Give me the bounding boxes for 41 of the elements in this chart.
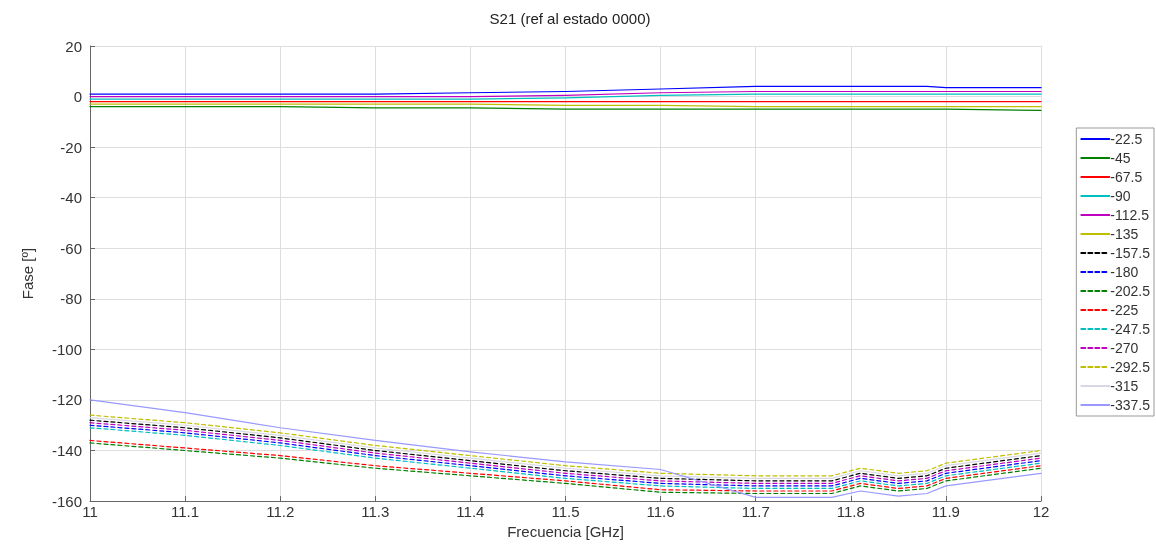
x-tick-label: 11.1	[171, 503, 200, 521]
x-tick-label: 11.5	[551, 503, 580, 521]
y-tick-label: -140	[51, 442, 82, 460]
x-tick-label: 11.6	[646, 503, 675, 521]
legend-label: -225	[1110, 302, 1139, 318]
legend-label: -22.5	[1110, 131, 1143, 147]
legend-label: -292.5	[1110, 359, 1151, 375]
legend-label: -45	[1110, 150, 1131, 166]
legend-label: -135	[1110, 226, 1139, 242]
y-tick-label: 20	[65, 37, 82, 55]
x-tick-label: 11.8	[836, 503, 865, 521]
line-series	[89, 399, 1042, 498]
y-tick-label: -160	[51, 492, 82, 510]
y-tick-label: -100	[51, 340, 82, 358]
y-tick-label: -20	[60, 138, 82, 156]
x-tick-label: 11	[82, 503, 98, 521]
legend-label: -90	[1110, 188, 1131, 204]
y-tick-label: -60	[60, 239, 82, 257]
legend-label: -180	[1110, 264, 1139, 280]
x-tick-label: 11.4	[456, 503, 485, 521]
y-tick-label: 0	[73, 88, 82, 106]
legend-label: -315	[1110, 378, 1139, 394]
legend-label: -247.5	[1110, 321, 1151, 337]
legend-label: -67.5	[1110, 169, 1143, 185]
legend-label: -337.5	[1110, 397, 1151, 413]
y-tick-label: -80	[60, 290, 82, 308]
x-axis-title: Frecuencia [GHz]	[507, 523, 624, 540]
legend-label: -157.5	[1110, 245, 1151, 261]
x-tick-label: 11.3	[361, 503, 390, 521]
chart-title: S21 (ref al estado 0000)	[489, 10, 651, 27]
legend-label: -112.5	[1110, 207, 1150, 223]
y-tick-label: -120	[51, 391, 82, 409]
legend-label: -202.5	[1110, 283, 1151, 299]
x-tick-label: 11.7	[741, 503, 770, 521]
y-tick-label: -40	[60, 189, 82, 207]
y-axis-title: Fase [º]	[19, 247, 36, 300]
line-series	[89, 85, 1042, 95]
x-tick-label: 11.2	[266, 503, 295, 521]
x-tick-label: 12	[1032, 503, 1050, 521]
x-tick-label: 11.9	[931, 503, 960, 521]
legend-label: -270	[1110, 340, 1139, 356]
